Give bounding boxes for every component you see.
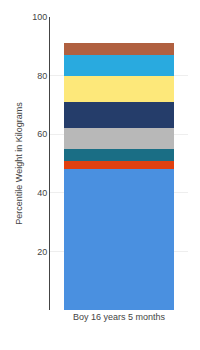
svg-text:20: 20 — [37, 247, 47, 257]
svg-text:40: 40 — [37, 188, 47, 198]
svg-text:Boy 16 years 5 months: Boy 16 years 5 months — [73, 312, 166, 322]
svg-text:80: 80 — [37, 71, 47, 81]
svg-text:60: 60 — [37, 129, 47, 139]
svg-text:Percentile Weight in Kilograms: Percentile Weight in Kilograms — [14, 102, 24, 225]
svg-text:100: 100 — [32, 12, 47, 22]
